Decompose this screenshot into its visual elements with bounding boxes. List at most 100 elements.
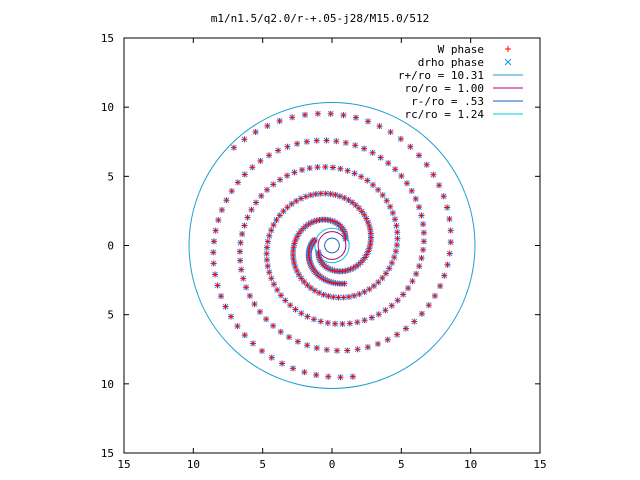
w-phase-point: [418, 255, 425, 262]
w-phase-point: [241, 136, 248, 143]
w-phase-point: [377, 154, 384, 161]
w-phase-point: [344, 167, 351, 174]
w-phase-point: [349, 373, 356, 380]
w-phase-point: [264, 122, 271, 129]
w-phase-point: [249, 164, 256, 171]
w-phase-point: [407, 143, 414, 150]
w-phase-point: [264, 263, 271, 270]
w-phase-point: [364, 344, 371, 351]
w-phase-point: [276, 212, 283, 219]
w-phase-point: [282, 297, 289, 304]
w-phase-point: [287, 302, 294, 309]
w-phase-point: [416, 263, 423, 270]
w-phase-point: [289, 114, 296, 121]
w-phase-point: [392, 248, 399, 255]
w-phase-point: [239, 230, 246, 237]
w-phase-point: [418, 310, 425, 317]
w-phase-point: [345, 293, 352, 300]
w-phase-point: [263, 244, 270, 251]
y-tick-label: 0: [107, 240, 114, 253]
w-phase-point: [317, 190, 324, 197]
circle-roro: [317, 231, 347, 260]
w-phase-point: [304, 342, 311, 349]
w-phase-point: [240, 275, 247, 282]
w-phase-point: [268, 354, 275, 361]
w-phase-point: [276, 117, 283, 124]
w-phase-point: [249, 340, 256, 347]
w-phase-point: [386, 265, 393, 272]
w-phase-point: [228, 188, 235, 195]
w-phase-point: [368, 314, 375, 321]
w-phase-point: [263, 256, 270, 263]
circle-rcro: [314, 227, 350, 264]
y-tick-label: 15: [101, 32, 114, 45]
w-phase-point: [389, 209, 396, 216]
w-phase-point: [394, 297, 401, 304]
w-phase-point: [303, 138, 310, 145]
w-phase-point: [264, 186, 271, 193]
w-phase-point: [430, 171, 437, 178]
w-phase-point: [266, 232, 273, 239]
w-phase-point: [236, 248, 243, 255]
w-phase-point: [295, 271, 302, 278]
w-phase-point: [333, 138, 340, 145]
w-phase-point: [440, 193, 447, 200]
w-phase-point: [394, 229, 401, 236]
w-phase-point: [361, 317, 368, 324]
w-phase-point: [323, 346, 330, 353]
w-phase-point: [369, 181, 376, 188]
w-phase-point: [302, 193, 309, 200]
w-phase-point: [310, 316, 317, 323]
w-phase-point: [277, 176, 284, 183]
w-phase-point: [352, 114, 359, 121]
x-tick-label: 0: [329, 458, 336, 471]
w-phase-point: [383, 270, 390, 277]
w-phase-point: [335, 294, 342, 301]
w-phase-point: [325, 373, 332, 380]
w-phase-point: [446, 215, 453, 222]
w-phase-point: [248, 206, 255, 213]
w-phase-point: [317, 318, 324, 325]
y-tick-label: 10: [101, 101, 114, 114]
w-phase-point: [358, 173, 365, 180]
w-phase-point: [409, 278, 416, 285]
w-phase-point: [436, 182, 443, 189]
legend-label: r-/ro = .53: [411, 95, 484, 108]
w-phase-point: [361, 145, 368, 152]
w-phase-point: [397, 135, 404, 142]
w-phase-point: [340, 112, 347, 119]
w-phase-point: [344, 347, 351, 354]
w-phase-point: [352, 142, 359, 149]
w-phase-point: [403, 180, 410, 187]
w-phase-point: [270, 281, 277, 288]
w-phase-point: [246, 292, 253, 299]
w-phase-point: [394, 331, 401, 338]
w-phase-point: [364, 118, 371, 125]
w-phase-point: [289, 365, 296, 372]
w-phase-point: [218, 206, 225, 213]
w-phase-point: [420, 229, 427, 236]
w-phase-point: [299, 166, 306, 173]
w-phase-point: [405, 285, 412, 292]
w-phase-point: [387, 129, 394, 136]
w-phase-point: [234, 323, 241, 330]
w-phase-point: [367, 230, 374, 237]
circle-rro: [188, 102, 476, 389]
w-phase-point: [227, 313, 234, 320]
w-phase-point: [264, 238, 271, 245]
w-phase-point: [268, 275, 275, 282]
w-phase-point: [301, 111, 308, 118]
w-phase-point: [313, 345, 320, 352]
w-phase-point: [356, 291, 363, 298]
w-phase-point: [402, 325, 409, 332]
w-phase-point: [243, 284, 250, 291]
w-phase-point: [384, 336, 391, 343]
w-phase-point: [393, 222, 400, 229]
w-phase-point: [277, 328, 284, 335]
w-phase-point: [340, 294, 347, 301]
w-phase-point: [313, 371, 320, 378]
legend-label: ro/ro = 1.00: [405, 82, 484, 95]
w-phase-point: [346, 320, 353, 327]
w-phase-point: [222, 303, 229, 310]
